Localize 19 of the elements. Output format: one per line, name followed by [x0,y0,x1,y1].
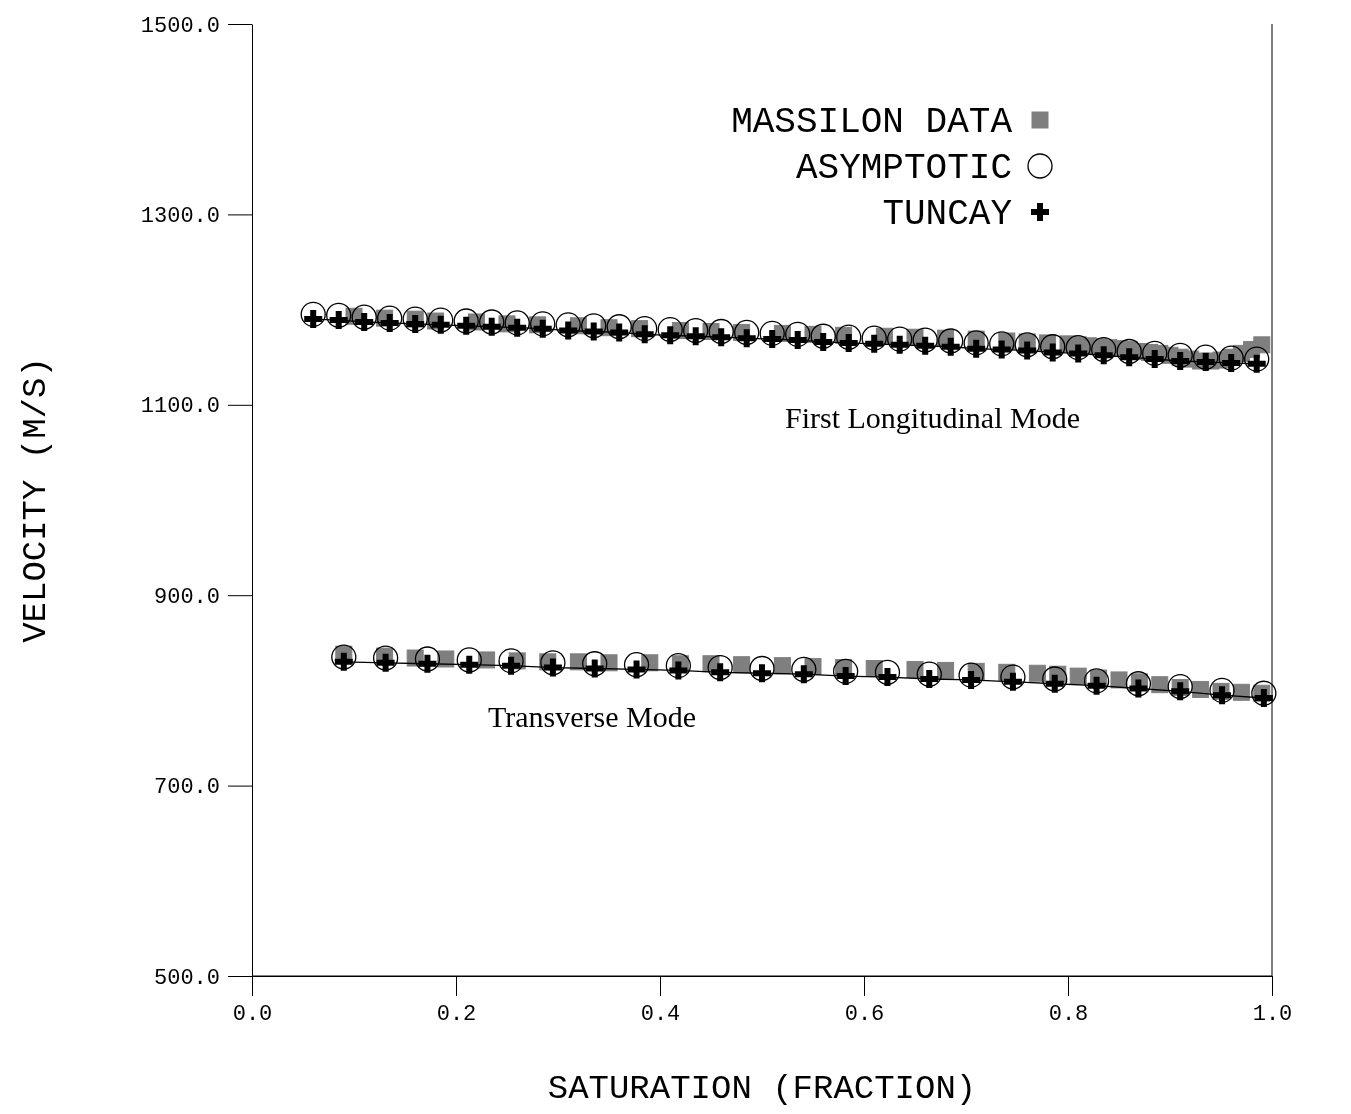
y-tick-label: 500.0 [153,965,220,991]
x-tick-label: 1.0 [1252,1001,1293,1027]
y-tick-label: 1300.0 [140,203,220,229]
y-tick-label: 1500.0 [140,13,220,39]
annotation: First Longitudinal Mode [785,401,1080,434]
legend-label: TUNCAY [882,194,1012,235]
y-tick-label: 900.0 [153,584,220,610]
legend-label: MASSILON DATA [731,102,1013,143]
annotation: Transverse Mode [488,700,697,733]
x-tick-label: 0.4 [640,1001,681,1027]
x-tick-label: 0.8 [1048,1001,1089,1027]
y-tick-label: 1100.0 [140,394,220,420]
legend-label: ASYMPTOTIC [795,148,1012,189]
x-tick-label: 0.6 [844,1001,885,1027]
x-tick-label: 0.0 [232,1001,273,1027]
x-tick-label: 0.2 [436,1001,477,1027]
y-axis-title: VELOCITY (M/S) [17,357,55,643]
y-tick-label: 700.0 [153,775,220,801]
x-axis-title: SATURATION (FRACTION) [547,1070,977,1108]
